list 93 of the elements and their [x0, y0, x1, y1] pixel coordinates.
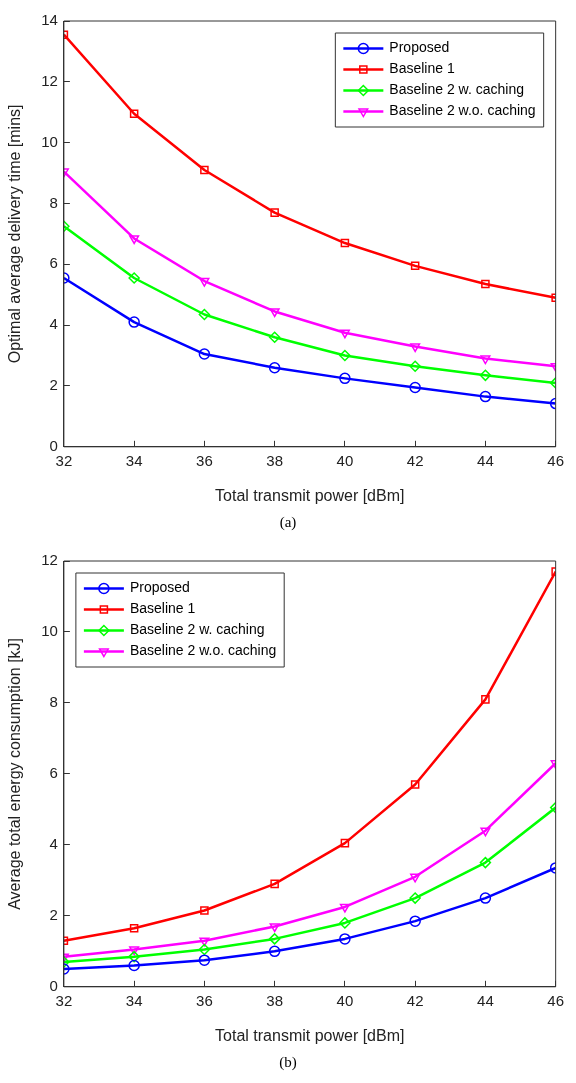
point: [410, 873, 421, 883]
point: [410, 261, 420, 271]
point: [268, 933, 281, 945]
point: [339, 933, 351, 945]
legend-label: Baseline 2 w. caching: [129, 621, 265, 638]
point: [409, 360, 421, 372]
y-tick-label: 12: [41, 551, 58, 569]
y-axis-title: Optimal average delivery time [mins]: [6, 104, 24, 364]
y-tick-label: 6: [49, 254, 58, 272]
y-tick-label: 0: [49, 436, 58, 454]
point: [129, 946, 140, 956]
y-tick-label: 4: [49, 835, 58, 853]
point: [479, 856, 492, 869]
x-tick-label: 40: [336, 991, 354, 1009]
point: [129, 923, 139, 933]
x-tick-label: 42: [406, 991, 424, 1009]
legend-label: Proposed: [129, 579, 190, 596]
legend-label: Proposed: [389, 39, 450, 56]
point: [409, 915, 421, 927]
y-axis-title: Average total energy consumption [kJ]: [6, 637, 24, 910]
point: [198, 348, 211, 360]
point: [481, 695, 490, 704]
point: [128, 272, 140, 284]
x-tick-label: 34: [125, 451, 143, 469]
x-tick-label: 38: [266, 991, 283, 1009]
point: [340, 838, 350, 848]
x-tick-label: 32: [55, 991, 73, 1009]
legend-label: Baseline 1: [129, 600, 196, 617]
point: [480, 355, 491, 365]
x-tick-label: 46: [547, 451, 564, 469]
y-tick-label: 8: [49, 193, 58, 211]
point: [339, 903, 350, 913]
y-tick-label: 0: [49, 976, 58, 994]
x-tick-label: 36: [196, 991, 213, 1009]
text: (a): [278, 513, 298, 532]
point: [410, 780, 420, 789]
point: [480, 827, 491, 837]
point: [339, 917, 351, 929]
point: [198, 954, 211, 966]
point: [268, 361, 281, 374]
point: [198, 943, 211, 956]
text: (b): [278, 1053, 298, 1072]
point: [200, 906, 209, 915]
point: [340, 238, 350, 248]
y-tick-label: 6: [49, 764, 58, 782]
point: [409, 892, 421, 904]
point: [129, 109, 139, 119]
y-tick-label: 4: [49, 315, 58, 333]
point: [199, 937, 210, 947]
x-tick-label: 42: [406, 451, 424, 469]
x-tick-label: 32: [55, 451, 73, 469]
point: [270, 208, 279, 217]
point: [129, 235, 140, 245]
point: [200, 165, 209, 175]
point: [128, 959, 140, 972]
point: [198, 308, 211, 321]
x-axis-title: Total transmit power [dBm]: [215, 1026, 405, 1044]
point: [199, 277, 210, 287]
point: [128, 316, 140, 328]
legend-label: Baseline 2 w.o. caching: [129, 642, 277, 659]
point: [268, 945, 281, 958]
point: [481, 279, 490, 289]
y-tick-label: 10: [41, 622, 58, 640]
x-tick-label: 44: [477, 451, 494, 469]
x-tick-label: 36: [196, 451, 213, 469]
x-tick-label: 44: [477, 991, 494, 1009]
point: [409, 381, 421, 394]
point: [479, 390, 492, 403]
y-tick-label: 10: [41, 132, 58, 150]
point: [128, 950, 140, 963]
legend-label: Baseline 2 w.o. caching: [389, 102, 536, 119]
x-tick-label: 46: [547, 991, 564, 1009]
legend-label: Baseline 2 w. caching: [389, 81, 524, 98]
x-tick-label: 38: [266, 451, 283, 469]
point: [339, 329, 350, 339]
point: [479, 369, 492, 382]
point: [339, 349, 351, 362]
legend-label: Baseline 1: [389, 60, 455, 77]
point: [269, 308, 280, 318]
x-axis-title: Total transmit power [dBm]: [215, 486, 405, 504]
point: [269, 923, 280, 933]
x-tick-label: 34: [125, 991, 143, 1009]
point: [410, 343, 421, 353]
point: [270, 879, 279, 889]
point: [339, 372, 351, 385]
point: [268, 331, 281, 344]
y-tick-label: 2: [49, 376, 58, 394]
y-tick-label: 2: [49, 905, 58, 923]
y-tick-label: 8: [49, 693, 58, 711]
point: [479, 892, 492, 904]
y-tick-label: 12: [41, 71, 58, 89]
x-tick-label: 40: [336, 451, 354, 469]
y-tick-label: 14: [41, 11, 58, 29]
